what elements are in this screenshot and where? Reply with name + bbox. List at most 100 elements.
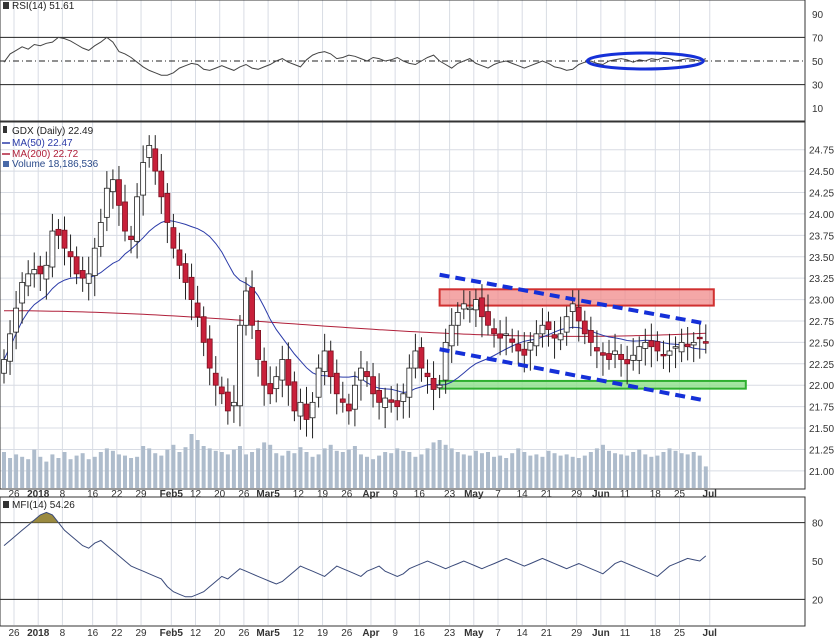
candle	[110, 169, 116, 209]
volume-bar	[498, 455, 503, 488]
candle	[333, 359, 340, 415]
candle-body	[25, 273, 32, 287]
candle	[636, 336, 643, 375]
candle-body	[630, 354, 637, 361]
panel-borders	[0, 0, 806, 627]
candle	[345, 393, 352, 425]
candle-body	[454, 312, 461, 326]
x-tick-label-mfi: 26	[8, 628, 20, 638]
candle-body	[134, 196, 141, 242]
volume-bar	[104, 448, 109, 488]
candle-body	[7, 333, 13, 362]
candle-body	[339, 398, 346, 403]
volume-bar	[528, 455, 533, 488]
x-tick-label-mfi: 7	[495, 628, 501, 638]
candle-body	[261, 360, 268, 386]
candle	[152, 135, 159, 185]
rsi-y-tick-label: 50	[812, 57, 824, 68]
candle	[212, 356, 219, 406]
volume-bar	[516, 448, 521, 488]
candle	[309, 392, 316, 439]
volume-bar	[262, 442, 267, 488]
volume-bar	[582, 455, 587, 488]
x-tick-label: Jun	[592, 489, 610, 500]
price-legend: GDX (Daily) 22.49 MA(50) 22.47 MA(200) 2…	[2, 126, 99, 170]
volume-bar	[207, 448, 212, 488]
candle-body	[327, 350, 334, 378]
candle-body	[212, 372, 219, 386]
candle-body	[140, 162, 147, 196]
candle	[206, 325, 213, 386]
candle-body	[472, 299, 479, 311]
x-tick-label-mfi: May	[464, 628, 484, 638]
x-tick-label-mfi: 26	[341, 628, 353, 638]
candle	[327, 340, 334, 394]
ma50-legend-label: MA(50) 22.47	[12, 138, 73, 149]
volume-bar	[546, 450, 551, 488]
candle-body	[176, 249, 183, 266]
x-tick-label: Jul	[703, 489, 718, 500]
candle	[188, 263, 195, 321]
candle-body	[122, 201, 128, 232]
candle	[394, 383, 401, 421]
candle-body	[279, 359, 286, 381]
candle	[122, 184, 128, 242]
candle-body	[563, 316, 570, 333]
x-tick-label-mfi: 20	[214, 628, 226, 638]
candle-body	[13, 307, 20, 333]
volume-bar	[268, 444, 273, 488]
candle-body	[345, 403, 352, 412]
volume-bar	[26, 459, 31, 488]
candle	[479, 284, 485, 338]
candle-body	[606, 353, 612, 360]
candle-body	[116, 179, 122, 206]
volume-bar	[286, 450, 291, 488]
candle	[660, 340, 667, 369]
grid-lines	[0, 0, 805, 625]
x-tick-label: 2018	[27, 489, 50, 500]
mfi-y-tick-label: 50	[812, 557, 824, 568]
volume-bar	[2, 452, 6, 488]
candle	[128, 225, 134, 254]
candle-body	[503, 333, 510, 336]
x-tick-label: 9	[392, 489, 398, 500]
rsi-y-tick-label: 30	[812, 81, 824, 92]
candle	[563, 306, 570, 346]
candle	[194, 285, 201, 327]
candle-body	[237, 324, 243, 407]
mfi-y-tick-label: 80	[812, 519, 824, 530]
candle-body	[690, 341, 697, 346]
candle	[116, 165, 122, 226]
candle	[551, 320, 558, 359]
candle-body	[406, 367, 413, 398]
candle-body	[527, 341, 534, 351]
candle-body	[61, 229, 68, 249]
candle-body	[267, 383, 274, 395]
candle	[515, 330, 522, 365]
candle-body	[43, 264, 50, 280]
candle-body	[91, 247, 98, 276]
candle-body	[612, 350, 618, 355]
x-tick-label: 26	[341, 489, 353, 500]
volume-bar	[98, 452, 103, 488]
candle	[267, 366, 274, 405]
candle	[351, 371, 358, 427]
volume-bar	[588, 452, 593, 488]
candle-body	[37, 265, 44, 275]
reference-lines	[0, 36, 805, 600]
candle	[594, 330, 600, 369]
price-y-tick-label: 23.25	[809, 274, 834, 285]
candle	[472, 289, 479, 327]
candle-body	[436, 384, 443, 389]
candle-body	[73, 256, 80, 275]
x-tick-label-mfi: 14	[517, 628, 529, 638]
price-y-tick-label: 22.25	[809, 360, 834, 371]
candle	[376, 373, 383, 420]
candle-body	[255, 330, 262, 360]
candle	[466, 291, 473, 323]
x-tick-label: 11	[620, 489, 631, 500]
volume-bar	[86, 459, 91, 488]
x-tick-label: 29	[571, 489, 583, 500]
candle-body	[364, 371, 370, 378]
volume-bar	[50, 454, 55, 488]
